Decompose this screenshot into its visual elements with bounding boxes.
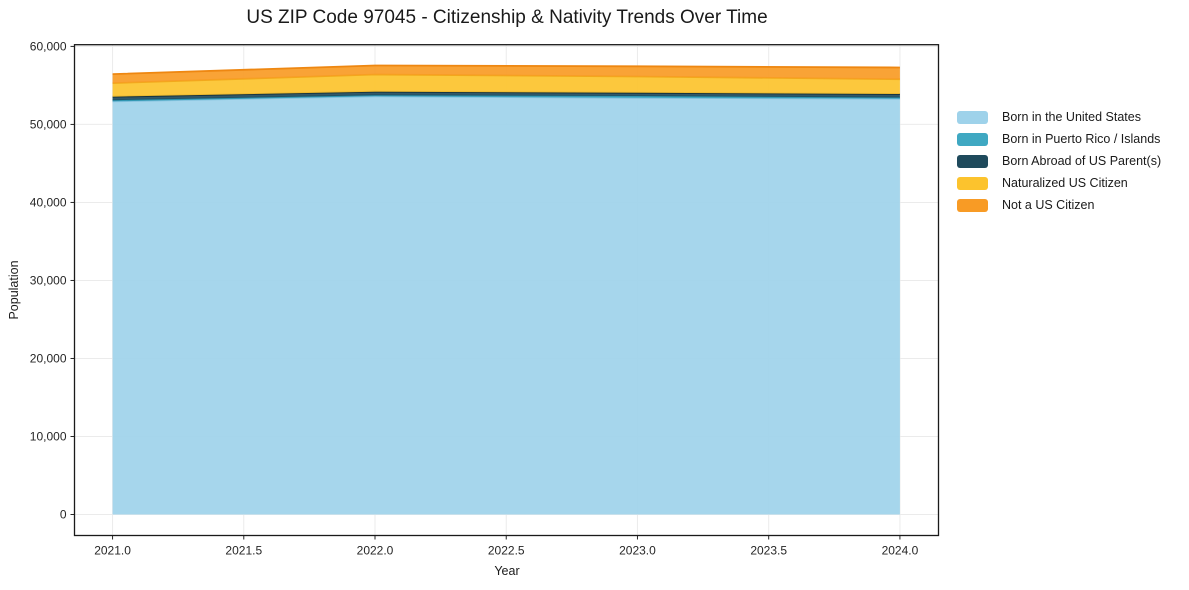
y-tick-label: 30,000: [30, 274, 67, 288]
legend-swatch-not-a-us-citizen: [957, 198, 988, 212]
area-not-a-us-citizen: [112, 65, 900, 84]
x-tick-label: 2023.5: [750, 544, 787, 558]
x-tick-label: 2022.5: [488, 544, 525, 558]
plot-border: [73, 44, 940, 537]
legend-swatch-born-in-puerto-rico-islands: [957, 132, 988, 146]
chart-title: US ZIP Code 97045 - Citizenship & Nativi…: [246, 7, 768, 28]
legend-label: Naturalized US Citizen: [1002, 176, 1128, 190]
legend-item: Born in the United States: [957, 106, 1161, 128]
legend-item: Naturalized US Citizen: [957, 172, 1161, 194]
legend-label: Born in the United States: [1002, 110, 1141, 124]
y-tick-label: 40,000: [30, 196, 67, 210]
edge-born-in-the-united-states: [112, 95, 900, 103]
legend-label: Not a US Citizen: [1002, 198, 1095, 212]
legend-label: Born in Puerto Rico / Islands: [1002, 132, 1161, 146]
legend-item: Born in Puerto Rico / Islands: [957, 128, 1161, 150]
legend: Born in the United States Born in Puerto …: [957, 106, 1161, 216]
area-naturalized-us-citizen: [112, 74, 900, 97]
y-tick-label: 20,000: [30, 352, 67, 366]
legend-item: Born Abroad of US Parent(s): [957, 150, 1161, 172]
x-tick-label: 2023.0: [619, 544, 656, 558]
x-tick-label: 2022.0: [357, 544, 394, 558]
y-tick-label: 10,000: [30, 430, 67, 444]
y-axis-label: Population: [7, 260, 21, 320]
y-tick-label: 0: [60, 508, 67, 522]
x-tick-label: 2021.0: [94, 544, 131, 558]
legend-swatch-born-abroad-of-us-parent-s: [957, 154, 988, 168]
area-born-in-the-united-states: [112, 96, 900, 515]
x-tick-label: 2024.0: [882, 544, 919, 558]
x-axis-label: Year: [494, 564, 520, 578]
legend-label: Born Abroad of US Parent(s): [1002, 154, 1162, 168]
edge-not-a-us-citizen: [112, 64, 900, 75]
legend-swatch-born-in-the-united-states: [957, 110, 988, 124]
x-tick-label: 2021.5: [225, 544, 262, 558]
y-tick-label: 50,000: [30, 118, 67, 132]
y-tick-label: 60,000: [30, 40, 67, 54]
legend-swatch-naturalized-us-citizen: [957, 176, 988, 190]
legend-item: Not a US Citizen: [957, 194, 1161, 216]
